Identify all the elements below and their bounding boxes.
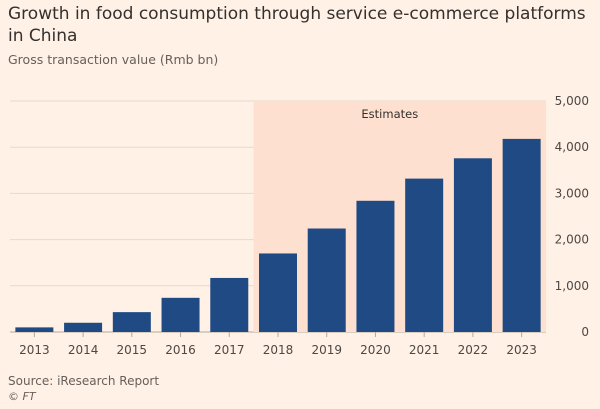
x-tick-label: 2018 — [263, 343, 294, 357]
x-tick-label: 2016 — [165, 343, 196, 357]
x-tick-label: 2013 — [19, 343, 50, 357]
x-tick-label: 2017 — [214, 343, 245, 357]
bar-2019 — [307, 228, 346, 332]
axis-layer: 0 1,000 2,000 3,000 4,000 5,000 2013 2014 2015 20… — [19, 94, 589, 357]
bar-2017 — [210, 277, 249, 332]
y-tick-label: 2,000 — [555, 233, 589, 247]
ft-credit: © FT — [8, 390, 36, 403]
x-tick-label: 2022 — [458, 343, 489, 357]
x-tick-label: 2023 — [506, 343, 537, 357]
bar-2020 — [356, 200, 395, 332]
chart-subtitle: Gross transaction value (Rmb bn) — [8, 52, 219, 67]
bar-2018 — [259, 253, 297, 332]
bar-layer — [15, 138, 541, 332]
source-note: Source: iResearch Report — [8, 374, 160, 388]
x-tick-label: 2020 — [360, 343, 391, 357]
bar-2023 — [502, 138, 541, 332]
y-tick-label: 3,000 — [555, 186, 589, 200]
bar-2015 — [112, 312, 151, 332]
y-tick-label: 5,000 — [555, 94, 589, 108]
bar-2021 — [405, 178, 444, 332]
bar-2014 — [64, 322, 103, 332]
x-tick-label: 2019 — [311, 343, 342, 357]
y-tick-label: 0 — [581, 325, 589, 339]
estimates-shade-layer: Estimates — [253, 101, 547, 332]
bar-2022 — [453, 158, 492, 332]
estimates-label: Estimates — [361, 107, 418, 121]
x-tick-label: 2021 — [409, 343, 440, 357]
y-tick-label: 1,000 — [555, 279, 589, 293]
chart-title: Growth in food consumption through servi… — [8, 4, 586, 46]
x-tick-label: 2014 — [68, 343, 99, 357]
bar-2013 — [15, 327, 54, 332]
bar-2016 — [161, 297, 200, 332]
estimates-shade — [253, 101, 547, 332]
y-tick-label: 4,000 — [555, 140, 589, 154]
x-tick-label: 2015 — [117, 343, 148, 357]
